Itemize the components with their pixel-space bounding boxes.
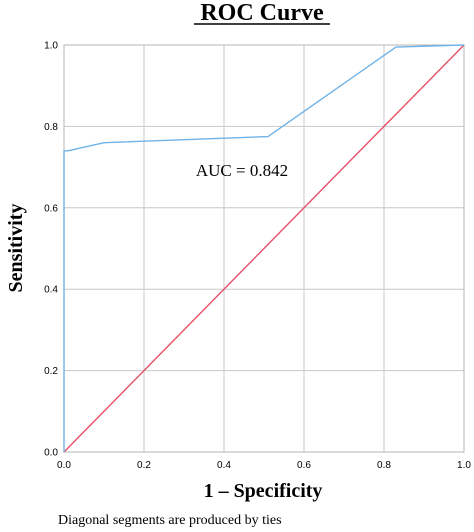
y-tick-label: 0.6 <box>44 203 58 214</box>
x-tick-label: 0.6 <box>297 460 311 471</box>
x-axis-ticks: 0.0 0.2 0.4 0.6 0.8 1.0 <box>57 460 471 471</box>
x-tick-label: 0.0 <box>57 460 71 471</box>
y-tick-label: 0.0 <box>44 448 58 459</box>
x-axis-label: 1 – Specificity <box>204 480 323 502</box>
y-axis-ticks: 0.0 0.2 0.4 0.6 0.8 1.0 <box>44 41 58 459</box>
roc-curve-line <box>63 44 465 452</box>
y-tick-label: 1.0 <box>44 41 58 52</box>
auc-annotation: AUC = 0.842 <box>196 161 288 180</box>
series-layer <box>63 44 465 453</box>
x-tick-label: 0.8 <box>377 460 391 471</box>
reference-line <box>63 44 465 453</box>
x-tick-label: 0.4 <box>217 460 231 471</box>
y-tick-label: 0.4 <box>44 285 58 296</box>
x-tick-label: 1.0 <box>457 460 471 471</box>
y-tick-label: 0.8 <box>44 122 58 133</box>
chart-footnote: Diagonal segments are produced by ties <box>58 513 282 528</box>
y-axis-label: Sensitivity <box>5 204 27 293</box>
x-tick-label: 0.2 <box>137 460 151 471</box>
y-tick-label: 0.2 <box>44 366 58 377</box>
chart-title: ROC Curve <box>200 0 324 26</box>
